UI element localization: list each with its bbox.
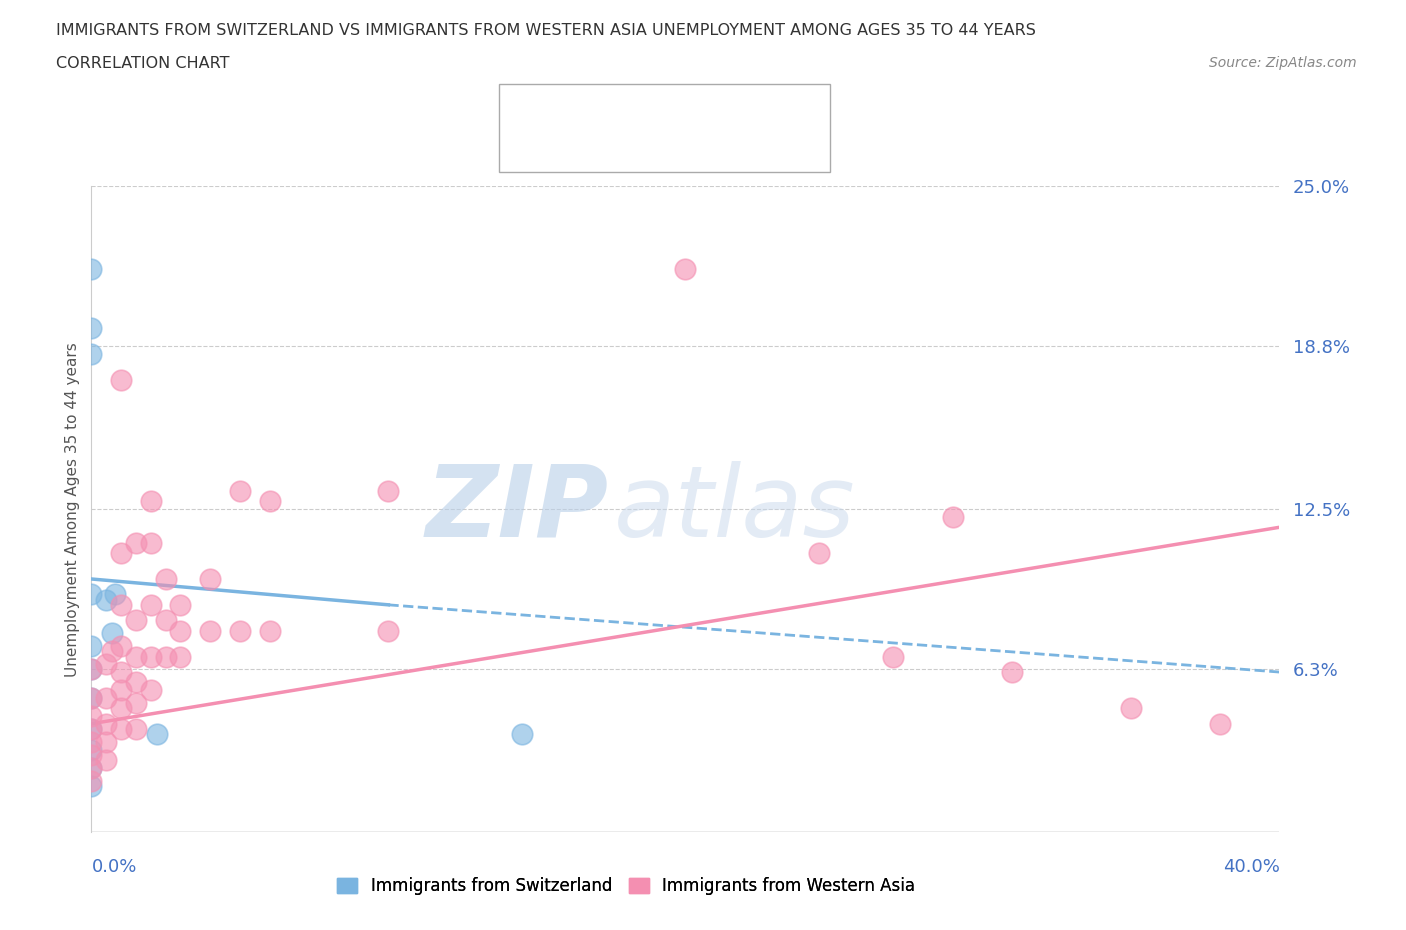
Point	[229, 623, 252, 638]
Point	[169, 597, 191, 612]
Point	[80, 587, 103, 602]
Point	[125, 649, 148, 664]
Text: CORRELATION CHART: CORRELATION CHART	[56, 56, 229, 71]
Point	[80, 347, 103, 362]
Point	[139, 494, 162, 509]
Point	[125, 722, 148, 737]
Point	[80, 709, 103, 724]
Point	[808, 546, 831, 561]
Point	[80, 735, 103, 750]
Point	[510, 726, 533, 741]
Point	[259, 623, 281, 638]
Point	[80, 321, 103, 336]
Point	[96, 716, 118, 731]
Point	[145, 726, 167, 741]
Point	[104, 587, 127, 602]
Point	[169, 623, 191, 638]
Point	[80, 690, 103, 705]
Point	[1119, 701, 1142, 716]
Text: 0.338: 0.338	[603, 140, 654, 157]
Point	[80, 778, 103, 793]
Text: ZIP: ZIP	[425, 460, 609, 558]
Point	[139, 536, 162, 551]
Text: N =: N =	[686, 102, 721, 120]
Point	[155, 613, 177, 628]
Point	[80, 662, 103, 677]
Point	[110, 373, 132, 388]
Point	[125, 536, 148, 551]
Text: Source: ZipAtlas.com: Source: ZipAtlas.com	[1209, 56, 1357, 70]
Point	[110, 597, 132, 612]
Point	[80, 261, 103, 276]
Point	[110, 665, 132, 680]
Text: atlas: atlas	[614, 460, 856, 558]
Text: 55: 55	[734, 140, 756, 157]
Point	[80, 662, 103, 677]
Legend: Immigrants from Switzerland, Immigrants from Western Asia: Immigrants from Switzerland, Immigrants …	[330, 870, 921, 901]
Point	[673, 261, 696, 276]
Point	[110, 683, 132, 698]
Point	[80, 748, 103, 763]
Text: 40.0%: 40.0%	[1223, 857, 1279, 876]
Text: R =: R =	[555, 102, 589, 120]
Point	[96, 657, 118, 671]
Point	[80, 690, 103, 705]
Point	[80, 639, 103, 654]
Point	[155, 649, 177, 664]
Text: R =: R =	[555, 140, 589, 157]
Y-axis label: Unemployment Among Ages 35 to 44 years: Unemployment Among Ages 35 to 44 years	[65, 342, 80, 676]
Point	[377, 484, 399, 498]
Text: N =: N =	[686, 140, 721, 157]
Point	[96, 690, 118, 705]
Text: IMMIGRANTS FROM SWITZERLAND VS IMMIGRANTS FROM WESTERN ASIA UNEMPLOYMENT AMONG A: IMMIGRANTS FROM SWITZERLAND VS IMMIGRANT…	[56, 23, 1036, 38]
Point	[139, 649, 162, 664]
Point	[200, 623, 222, 638]
Point	[80, 773, 103, 788]
Point	[229, 484, 252, 498]
Point	[200, 572, 222, 587]
Point	[101, 644, 124, 658]
Point	[942, 510, 965, 525]
Bar	[512, 99, 544, 124]
Point	[259, 494, 281, 509]
Text: 16: 16	[734, 102, 756, 120]
Point	[110, 639, 132, 654]
Point	[110, 546, 132, 561]
Bar	[512, 136, 544, 161]
Point	[169, 649, 191, 664]
Point	[139, 683, 162, 698]
Point	[139, 597, 162, 612]
Point	[80, 761, 103, 776]
Point	[101, 626, 124, 641]
Point	[125, 696, 148, 711]
Point	[96, 592, 118, 607]
Point	[882, 649, 904, 664]
Point	[1001, 665, 1024, 680]
Point	[80, 761, 103, 776]
Text: -0.017: -0.017	[603, 102, 661, 120]
Text: 0.0%: 0.0%	[91, 857, 136, 876]
Point	[1209, 716, 1232, 731]
Point	[125, 675, 148, 690]
Point	[125, 613, 148, 628]
Point	[80, 742, 103, 757]
Point	[110, 722, 132, 737]
Point	[80, 722, 103, 737]
Point	[80, 722, 103, 737]
Point	[96, 735, 118, 750]
Point	[96, 752, 118, 767]
Point	[377, 623, 399, 638]
Point	[155, 572, 177, 587]
Point	[110, 701, 132, 716]
